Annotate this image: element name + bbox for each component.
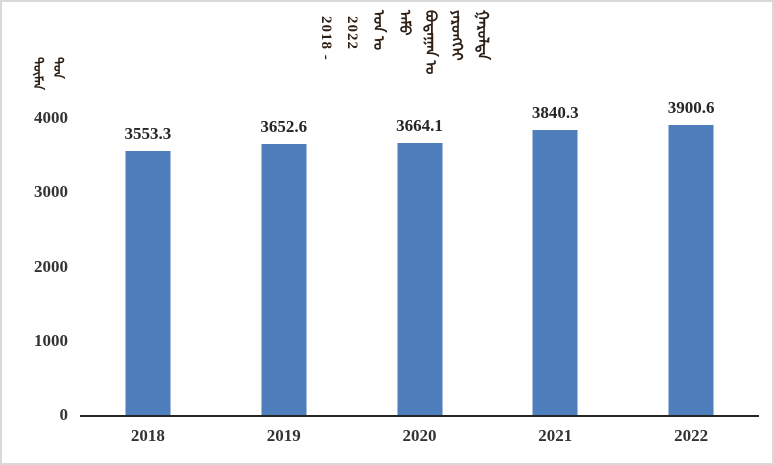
y-axis-unit-word-1: ᠲᠦᠮᠡᠨ bbox=[31, 57, 46, 90]
value-label-2020: 3664.1 bbox=[396, 115, 443, 135]
y-tick-label: 1000 bbox=[34, 330, 68, 350]
y-axis-unit-word-2: ᠲᠣᠨ bbox=[51, 57, 66, 79]
title-column-2: 2022 bbox=[344, 16, 360, 50]
x-tick-label-2019: 2019 bbox=[266, 426, 301, 445]
value-label-2021: 3840.3 bbox=[531, 102, 579, 122]
title-column-3: ᠣᠨ ᠤ bbox=[370, 10, 386, 51]
bar-2022 bbox=[668, 125, 714, 415]
value-label-2022: 3900.6 bbox=[667, 98, 715, 118]
x-tick-label-2022: 2022 bbox=[674, 426, 709, 445]
value-label-2018: 3553.3 bbox=[124, 124, 172, 144]
title-column-7: ᠭᠠᠷᠤᠯᠲᠠ bbox=[474, 10, 490, 60]
y-tick-label: 4000 bbox=[34, 108, 68, 127]
title-column-5: ᠪᠤᠳᠠᠭᠠᠨ ᠤ bbox=[422, 10, 438, 75]
x-axis-line bbox=[80, 415, 759, 417]
bar-2021 bbox=[532, 129, 578, 415]
title-column-4: ᠠᠮᠤ bbox=[396, 10, 412, 36]
bar-2019 bbox=[261, 143, 307, 415]
y-tick-label: 3000 bbox=[34, 182, 68, 202]
chart-title: 2018 - 2022 ᠣᠨ ᠤ ᠠᠮᠤ ᠪᠤᠳᠠᠭᠠᠨ ᠤ ᠶᠡᠷᠦᠩᠬᠡᠢ ᠭᠠᠷᠤᠯᠲ… bbox=[318, 10, 490, 75]
x-tick-label-2018: 2018 bbox=[130, 426, 165, 445]
x-tick-label-2020: 2020 bbox=[402, 426, 437, 445]
bar-2018 bbox=[125, 151, 171, 415]
y-tick-label: 0 bbox=[59, 405, 69, 424]
x-tick-label-2021: 2021 bbox=[538, 426, 573, 445]
title-column-6: ᠶᠡᠷᠦᠩᠬᠡᠢ bbox=[448, 10, 464, 61]
value-label-2019: 3652.6 bbox=[260, 116, 308, 136]
y-tick-label: 2000 bbox=[34, 256, 68, 276]
title-column-1: 2018 - bbox=[318, 16, 334, 61]
y-axis-unit-label: ᠲᠦᠮᠡᠨ ᠲᠣᠨ bbox=[31, 57, 66, 90]
bar-2020 bbox=[397, 142, 442, 415]
plot-area: 0 1000 2000 3000 4000 3553.3 3652.6 3664.1 3840… bbox=[34, 98, 759, 445]
